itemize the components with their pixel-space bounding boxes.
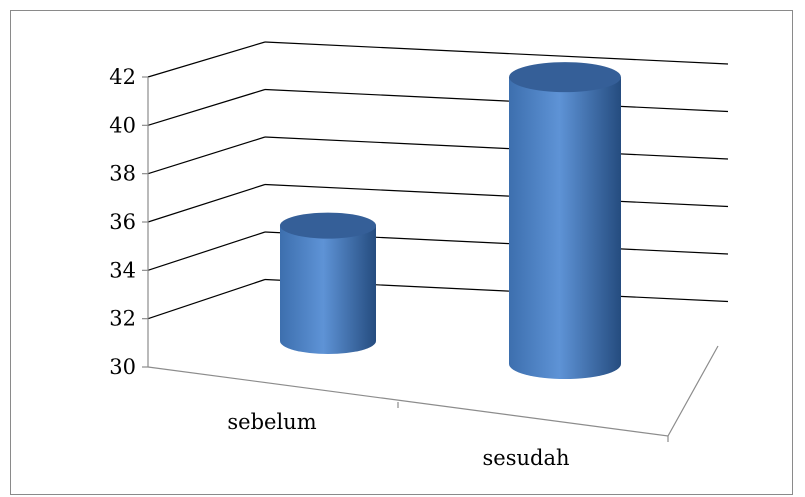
category-label: sesudah [483,446,570,470]
bar-top [280,212,376,239]
chart-frame [10,10,793,495]
gridline-side [147,278,266,320]
y-tick-label: 38 [109,162,136,186]
gridline-side [147,88,266,126]
gridline-side [147,183,266,223]
category-labels: sebelum sesudah [227,410,569,470]
bar-body [509,77,621,379]
y-tick-labels: 30 32 34 36 38 40 42 [109,65,136,379]
gridline-side [147,231,266,271]
gridline-side [147,136,266,175]
category-label: sebelum [227,410,316,434]
y-tick-label: 42 [109,65,136,89]
y-tick-label: 30 [109,355,136,379]
axes [142,76,719,442]
bars [280,62,621,379]
bar-sesudah [509,62,621,379]
gridline-back [264,88,729,113]
gridline-back [264,136,729,160]
y-tick-label: 34 [109,258,136,282]
y-tick-label: 32 [109,307,136,331]
gridlines [147,41,729,320]
bar-top [509,62,621,93]
gridline-side [147,41,266,78]
bar-sebelum [280,212,376,354]
bar-body [280,225,376,354]
y-tick-label: 40 [109,113,136,137]
gridline-back [264,41,729,65]
y-tick-label: 36 [109,210,136,234]
gridline-back [264,183,729,208]
